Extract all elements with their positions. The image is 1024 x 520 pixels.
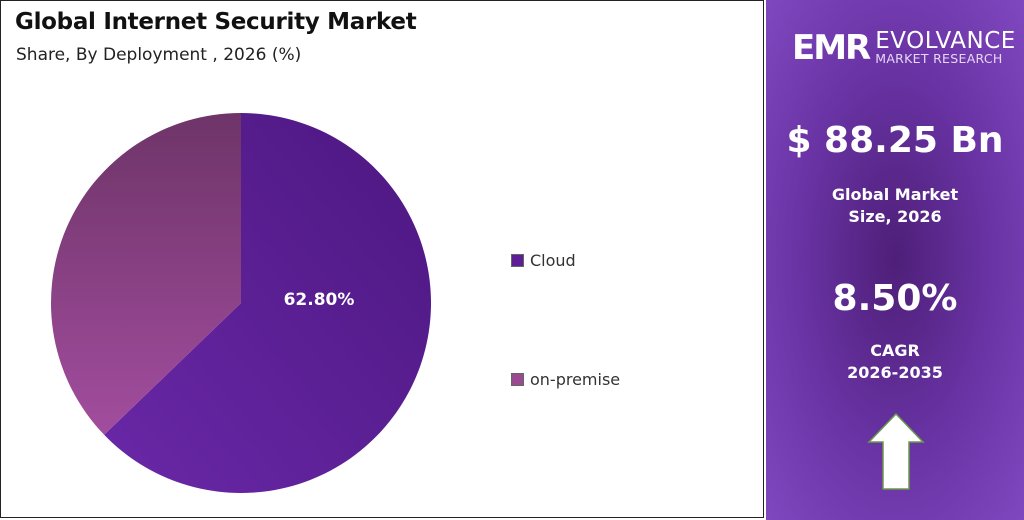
cagr-label-2: 2026-2035 (847, 363, 943, 382)
legend-item-on-premise: on-premise (511, 370, 620, 389)
legend-label: Cloud (530, 251, 576, 270)
cagr-label-1: CAGR (870, 341, 920, 360)
logo-name: EVOLVANCE (875, 28, 1016, 55)
data-label-cloud: 62.80% (284, 290, 355, 310)
logo: EMR EVOLVANCE MARKET RESEARCH (792, 28, 1016, 68)
legend-item-cloud: Cloud (511, 251, 576, 270)
pie-slice-on-premise (51, 113, 241, 435)
pie-slice-cloud (104, 113, 432, 493)
pie-chart: 62.80% (51, 113, 432, 493)
up-arrow-icon (867, 412, 925, 490)
stats-panel: EMR EVOLVANCE MARKET RESEARCH $ 88.25 Bn… (766, 0, 1024, 520)
market-size-label-2: Size, 2026 (848, 207, 942, 226)
logo-mark: EMR (792, 28, 871, 68)
market-size-value: $ 88.25 Bn (786, 120, 1004, 161)
legend-swatch (511, 254, 524, 267)
chart-title: Global Internet Security Market (15, 9, 417, 35)
cagr-value: 8.50% (832, 278, 958, 319)
chart-panel: Global Internet Security Market Share, B… (0, 0, 764, 518)
legend-swatch (511, 373, 524, 386)
legend-label: on-premise (530, 370, 621, 389)
chart-subtitle: Share, By Deployment , 2026 (%) (16, 45, 302, 65)
market-size-label-1: Global Market (831, 185, 959, 204)
logo-subtitle: MARKET RESEARCH (875, 51, 1003, 67)
